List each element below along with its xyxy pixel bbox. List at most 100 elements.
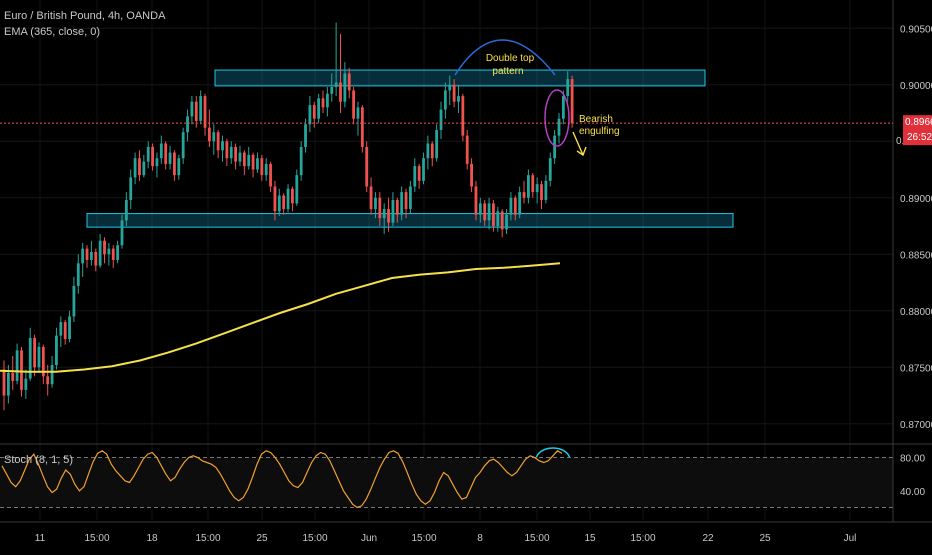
candle-body [496,211,500,227]
candle-body [164,143,168,164]
candle-body [452,84,456,102]
candle-body [186,116,189,133]
chart-title: Euro / British Pound, 4h, OANDA [4,10,166,22]
double-top-label-line2: pattern [492,66,523,77]
candle-body [50,365,54,385]
candle-body [181,132,185,159]
time-axis-tick-label: 15:00 [411,533,436,544]
candle-body [282,195,286,210]
time-axis-tick-label: 15:00 [524,533,549,544]
double-top-arc [454,39,556,76]
candle-body [90,252,93,260]
stoch-line [1,450,563,509]
candle-body [448,84,452,91]
candle-body [6,372,10,396]
candle-body [173,152,176,176]
candle-body [194,101,198,121]
candle-body [142,161,146,176]
candle-body [111,248,115,260]
candle-body [120,220,124,246]
candle-body [242,152,246,167]
candle-body [360,107,364,147]
candle-body [107,248,111,255]
candle-body [28,337,32,379]
candle-body [483,203,487,221]
candle-body [33,337,36,368]
candle-body [426,143,430,159]
candle-body [417,166,421,181]
candle-body [391,200,395,223]
candle-body [2,369,6,396]
candle-body [312,105,316,119]
candle-body [269,163,272,187]
candle-body [264,163,268,176]
candle-body [347,73,351,91]
candle-body [356,107,360,119]
candle-body [374,197,377,210]
candle-body [146,146,150,162]
down-arrow-icon [572,131,587,157]
candle-body [566,79,570,97]
time-axis-tick-label: 11 [35,533,46,544]
stochastic-panel [0,450,893,509]
candle-body [395,200,399,215]
time-axis-tick-label: 25 [759,533,771,544]
price-axis-tick-label: 0.90500 [900,24,932,35]
time-axis-tick-label: 15 [584,533,596,544]
candle-body [557,118,561,136]
candle-body [299,146,303,176]
candle-body [138,158,141,176]
candle-body [68,316,71,340]
candle-body [474,186,478,215]
candle-body [492,203,495,227]
candle-body [207,127,211,142]
candle-body [509,197,513,215]
double-top-label-line1: Double top [486,53,535,64]
candle-body [238,152,242,162]
candle-body [457,96,460,102]
time-axis-tick-label: Jul [844,533,857,544]
candle-body [151,146,154,167]
candle-body [430,143,434,159]
candle-body [124,200,128,221]
bearish-label-line1: Bearish [579,114,613,125]
support-zone [86,213,734,228]
candle-body [229,146,233,159]
candle-body [465,135,469,164]
candle-body [98,240,102,266]
candle-body [321,98,325,108]
time-axis-tick-label: 18 [146,533,158,544]
candle-body [339,82,342,102]
candle-body [422,158,425,181]
candle-body [553,135,557,159]
candle-body [116,245,120,260]
candle-body [133,158,137,178]
candle-body [461,96,465,136]
candle-body [59,322,63,336]
candle-body [20,350,23,390]
candle-body [443,90,447,110]
candle-body [382,209,386,219]
candle-body [531,175,535,193]
bearish-label-line2: engulfing [579,126,620,137]
candle-body [308,105,312,125]
candle-body [103,240,106,255]
price-tag-group: 0. 0.89660 26:52 [0,115,932,147]
price-axis-partial-label: 0. [896,136,904,147]
candle-body [544,180,548,201]
candles [2,22,574,411]
zones [86,69,734,228]
candle-body [199,96,203,121]
candle-body [256,158,259,170]
candle-body [295,175,299,204]
candle-body [535,184,539,193]
candle-body [81,248,85,264]
candle-body [63,322,67,340]
candle-body [216,132,220,151]
top-circle-marker [544,89,570,147]
